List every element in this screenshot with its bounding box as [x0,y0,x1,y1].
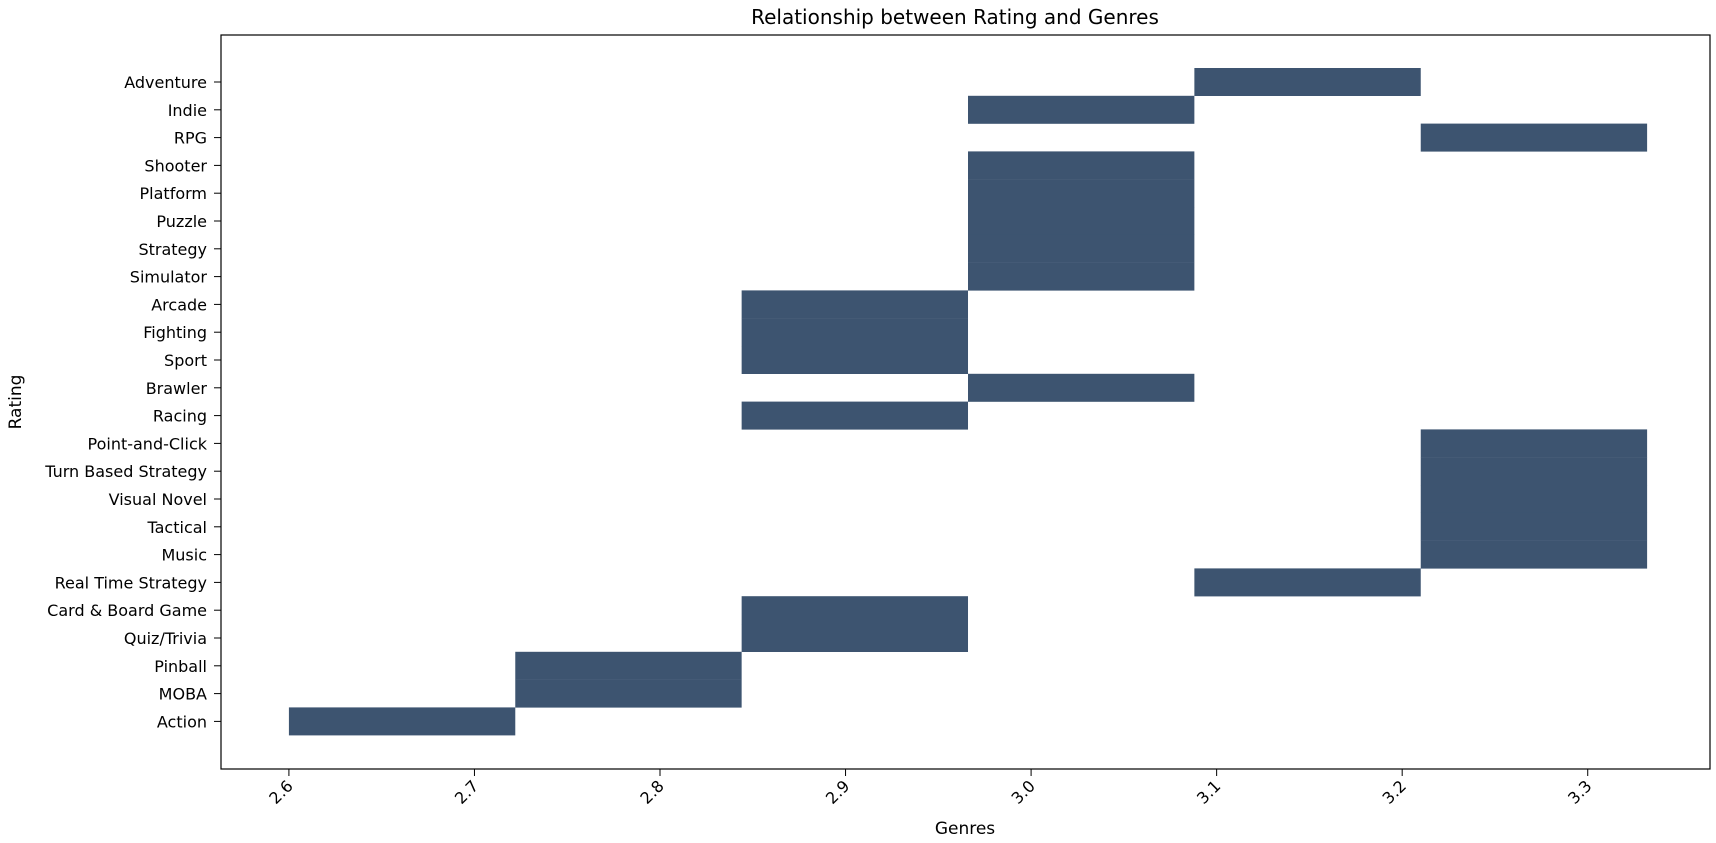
y-tick-label: Quiz/Trivia [124,629,207,648]
bar-strategy [968,234,1195,263]
bar-turn-based-strategy [1420,457,1648,486]
bar-card-board-game [741,596,969,625]
y-tick-label: Brawler [146,379,208,398]
y-tick-label: Fighting [143,323,207,342]
bar-brawler [968,373,1195,402]
y-tick-label: Pinball [154,657,207,676]
y-tick-label: Strategy [138,240,207,259]
bar-action [288,707,516,736]
bar-tactical [1420,512,1648,541]
y-tick-label: Real Time Strategy [55,573,207,592]
plot-frame [220,34,1711,770]
bar-sport [741,346,969,374]
bar-arcade [741,290,969,319]
y-tick-label: Sport [164,351,207,370]
bar-pinball [515,651,742,680]
y-tick-label: Platform [140,184,207,203]
y-tick-label: Turn Based Strategy [44,462,207,481]
y-tick-label: Shooter [144,156,207,175]
chart-title: Relationship between Rating and Genres [751,5,1159,29]
bars-layer [288,68,1648,736]
y-tick-label: Racing [153,407,207,426]
bar-rpg [1420,123,1648,152]
y-tick-label: Puzzle [156,212,207,231]
x-axis-label: Genres [935,819,995,839]
y-tick-label: Adventure [124,73,207,92]
bar-real-time-strategy [1194,568,1421,597]
bar-visual-novel [1420,485,1648,513]
y-tick-label: Visual Novel [109,490,207,509]
bar-quiz-trivia [741,624,969,652]
bar-indie [968,95,1195,124]
y-axis: Adventure Indie RPG Shooter Platform Puzzle St… [44,73,221,731]
bar-puzzle [968,207,1195,235]
y-tick-label: Tactical [147,518,208,537]
bar-fighting [741,318,969,347]
y-tick-label: Arcade [151,295,207,314]
bar-music [1420,540,1648,569]
y-tick-label: Music [161,546,207,565]
bar-racing [741,401,969,430]
y-tick-label: RPG [174,129,207,148]
y-tick-label: Indie [168,101,207,120]
bar-point-and-click [1420,429,1648,458]
bar-shooter [968,151,1195,180]
bar-moba [515,679,742,708]
y-axis-label: Rating [6,375,26,430]
y-tick-label: Simulator [130,268,208,287]
y-tick-label: MOBA [159,685,207,704]
bar-platform [968,179,1195,208]
bar-adventure [1194,68,1421,96]
bar-simulator [968,262,1195,291]
y-tick-label: Action [157,712,207,731]
y-tick-label: Card & Board Game [47,601,207,620]
y-tick-label: Point-and-Click [88,434,208,453]
